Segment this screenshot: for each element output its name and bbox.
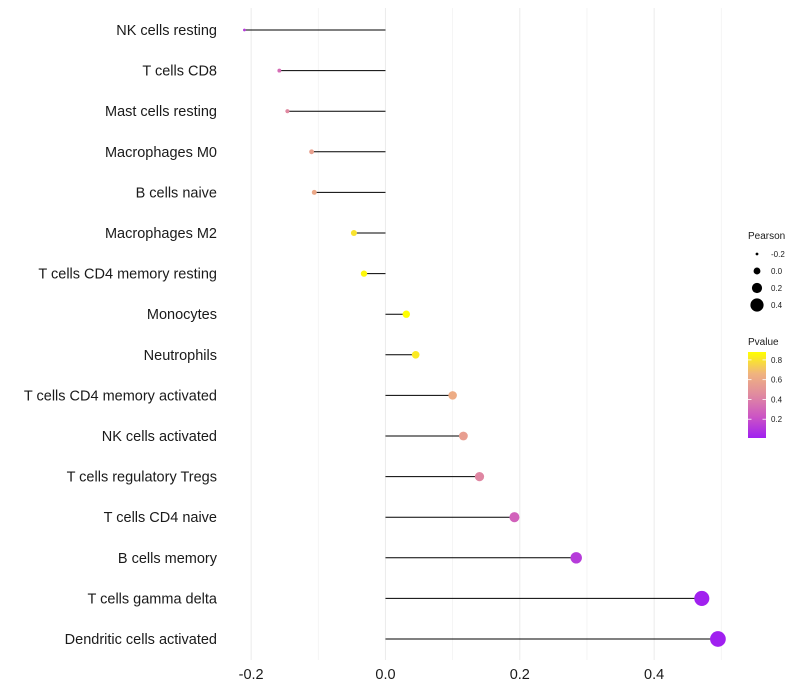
category-label: B cells memory [118, 551, 218, 567]
color-legend-label: 0.8 [771, 356, 783, 365]
lollipop-point [360, 270, 368, 277]
category-label: T cells gamma delta [88, 591, 218, 607]
lollipop-point [311, 189, 317, 195]
size-legend-key [751, 282, 763, 294]
lollipop-point [285, 109, 290, 114]
category-label: NK cells resting [116, 23, 217, 39]
size-legend-key [755, 252, 759, 256]
size-legend-label: 0.0 [771, 267, 783, 276]
x-tick-label: 0.4 [644, 667, 664, 683]
size-legend-items: -0.2 0.0 0.2 0.4 [750, 250, 785, 312]
x-axis-ticks: -0.2 0.0 0.2 0.4 [239, 667, 665, 683]
lollipop-point [694, 590, 710, 606]
category-label: NK cells activated [102, 429, 217, 445]
lollipop-point [243, 28, 246, 32]
color-legend-title: Pvalue [748, 337, 779, 348]
category-label: T cells regulatory Tregs [67, 470, 217, 486]
category-label: T cells CD4 memory resting [38, 267, 217, 283]
color-legend-label: 0.2 [771, 415, 783, 424]
lollipop-point [474, 471, 485, 482]
lollipop-point [509, 512, 520, 523]
lollipop-point [350, 229, 357, 237]
legend: Pearson -0.20.00.20.4 Pvalue 0.20.40.60.… [748, 231, 785, 438]
size-legend-key [753, 267, 761, 275]
category-label: Dendritic cells activated [65, 632, 217, 648]
size-legend-label: 0.4 [771, 301, 783, 310]
lollipop-point [411, 350, 420, 359]
size-legend-title: Pearson [748, 231, 785, 242]
category-label: Neutrophils [144, 348, 217, 364]
size-legend-label: -0.2 [771, 250, 785, 259]
color-legend-ticks: 0.2 0.4 0.6 0.8 [748, 356, 783, 424]
lollipop-point [458, 431, 468, 441]
color-legend-label: 0.6 [771, 376, 783, 385]
x-tick-label: 0.0 [375, 667, 395, 683]
color-legend-bar [748, 352, 766, 438]
lollipop-point [309, 149, 315, 155]
lollipop-point [710, 631, 726, 647]
lollipop-stems [244, 29, 718, 640]
category-label: Macrophages M2 [105, 226, 217, 242]
category-label: Mast cells resting [105, 104, 217, 120]
category-label: Monocytes [147, 307, 217, 323]
category-labels: NK cells resting T cells CD8 Mast cells re… [24, 23, 218, 648]
lollipop-point [570, 552, 582, 564]
category-label: Macrophages M0 [105, 145, 217, 161]
size-legend-key [750, 298, 764, 312]
category-label: T cells CD4 memory activated [24, 388, 217, 404]
x-tick-label: -0.2 [239, 667, 264, 683]
category-label: B cells naive [136, 185, 217, 201]
category-label: T cells CD8 [142, 64, 217, 80]
color-legend-label: 0.4 [771, 395, 783, 404]
x-tick-label: 0.2 [510, 667, 530, 683]
lollipop-point [277, 68, 282, 73]
lollipop-points [243, 28, 726, 647]
grid-lines [250, 8, 722, 660]
size-legend-label: 0.2 [771, 284, 783, 293]
lollipop-point [402, 310, 411, 318]
lollipop-point [448, 391, 457, 400]
category-label: T cells CD4 naive [104, 510, 217, 526]
